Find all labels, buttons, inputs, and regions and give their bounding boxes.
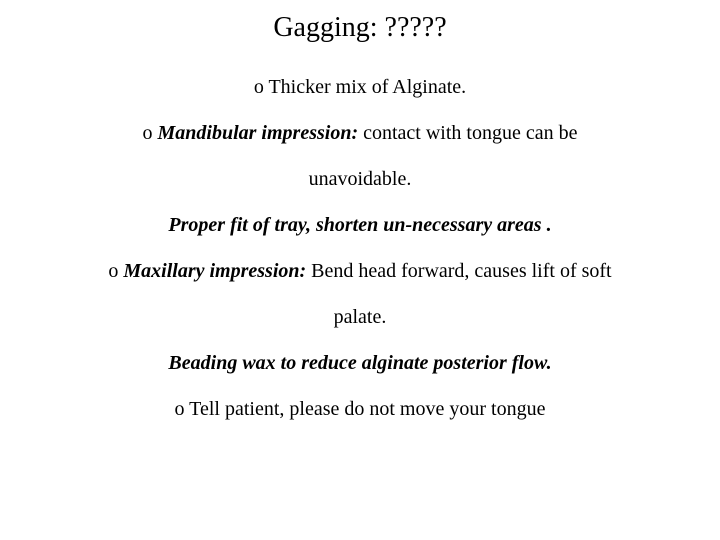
bullet-line-1: o Thicker mix of Alginate. <box>30 64 690 110</box>
bullet-marker: o <box>108 260 123 282</box>
text-span: contact with tongue can be <box>358 122 577 144</box>
bullet-line-2: o Mandibular impression: contact with to… <box>30 110 690 156</box>
text-span: Bend head forward, causes lift of soft <box>306 260 611 282</box>
slide: Gagging: ????? o Thicker mix of Alginate… <box>0 0 720 540</box>
bullet-line-4: o Tell patient, please do not move your … <box>30 386 690 432</box>
slide-title: Gagging: ????? <box>30 10 690 46</box>
bold-label: Mandibular impression: <box>158 122 359 144</box>
bullet-marker: o <box>143 122 158 144</box>
emphasis-line-1: Proper fit of tray, shorten un-necessary… <box>30 202 690 248</box>
bullet-line-3-cont: palate. <box>30 294 690 340</box>
bullet-line-3: o Maxillary impression: Bend head forwar… <box>30 248 690 294</box>
bullet-line-2-cont: unavoidable. <box>30 156 690 202</box>
bold-label: Maxillary impression: <box>123 260 306 282</box>
emphasis-line-2: Beading wax to reduce alginate posterior… <box>30 340 690 386</box>
